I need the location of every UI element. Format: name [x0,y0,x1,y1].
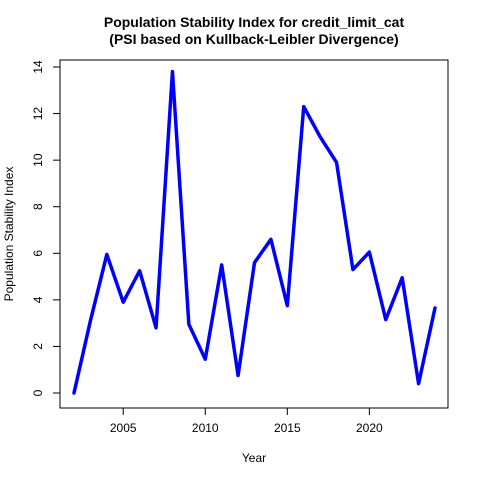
y-tick-label: 4 [31,296,45,303]
y-tick-label: 10 [31,153,45,167]
y-tick-label: 2 [31,343,45,350]
x-tick-label: 2005 [110,421,137,435]
x-axis-label: Year [242,451,266,465]
y-tick-label: 12 [31,107,45,121]
chart-title: Population Stability Index for credit_li… [104,14,405,30]
y-tick-label: 6 [31,250,45,257]
x-tick-label: 2020 [356,421,383,435]
y-tick-label: 8 [31,203,45,210]
y-tick-label: 0 [31,389,45,396]
y-axis-label: Population Stability Index [2,167,16,302]
x-tick-label: 2015 [274,421,301,435]
y-tick-label: 14 [31,60,45,74]
chart-subtitle: (PSI based on Kullback-Leibler Divergenc… [109,31,398,47]
x-tick-label: 2010 [192,421,219,435]
